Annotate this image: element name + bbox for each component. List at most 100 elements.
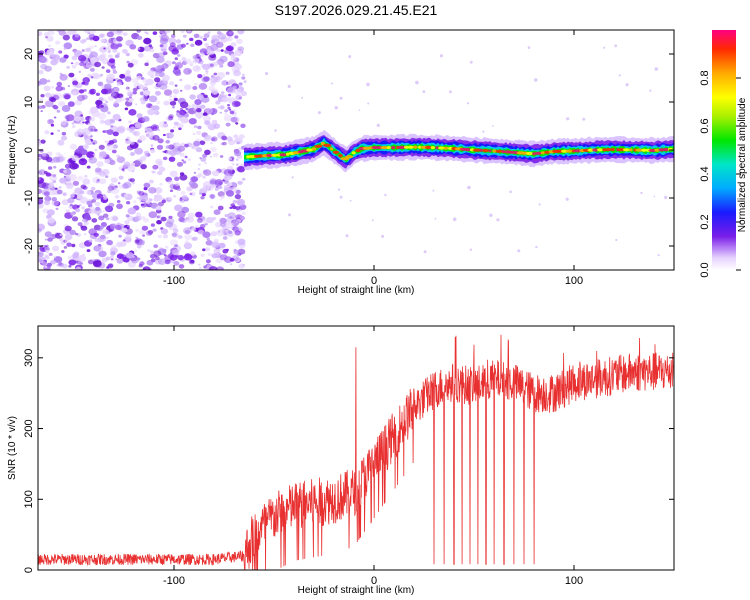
noise-blob [168, 215, 173, 220]
noise-dot [496, 218, 500, 222]
noise-blob [38, 157, 41, 161]
noise-blob [211, 40, 215, 43]
noise-blob [204, 135, 211, 140]
noise-blob [143, 182, 151, 188]
noise-dot [345, 234, 349, 238]
noise-blob [234, 230, 241, 236]
noise-blob [198, 116, 201, 119]
noise-blob [66, 119, 70, 122]
noise-blob [80, 39, 86, 44]
noise-blob [153, 250, 162, 257]
noise-blob [228, 31, 233, 35]
noise-blob [211, 170, 220, 177]
noise-blob [104, 159, 111, 164]
noise-blob [136, 196, 140, 199]
noise-blob [237, 30, 245, 35]
noise-blob [173, 95, 177, 98]
noise-blob [160, 67, 165, 72]
noise-blob [69, 143, 77, 150]
noise-blob [169, 254, 178, 261]
noise-blob [87, 73, 92, 78]
noise-blob [53, 256, 63, 263]
noise-blob [202, 248, 206, 252]
noise-blob [38, 188, 42, 194]
noise-blob [200, 253, 205, 257]
noise-blob [160, 34, 169, 42]
noise-blob [103, 196, 108, 200]
noise-blob [171, 232, 177, 237]
noise-blob [112, 70, 118, 74]
y-tick-label: 300 [23, 349, 35, 367]
noise-blob [88, 62, 92, 66]
noise-blob [174, 70, 182, 76]
noise-blob [75, 232, 79, 236]
noise-blob [98, 151, 105, 157]
noise-blob [87, 122, 92, 126]
noise-blob [154, 187, 163, 194]
noise-blob [136, 30, 141, 33]
noise-blob [204, 120, 211, 125]
noise-blob [89, 90, 96, 95]
noise-blob [162, 51, 168, 56]
noise-blob [229, 173, 234, 177]
noise-blob [193, 125, 198, 129]
noise-blob [86, 249, 91, 253]
noise-blob [234, 35, 239, 39]
noise-blob [88, 156, 98, 164]
noise-blob [180, 116, 189, 124]
noise-blob [204, 42, 210, 47]
noise-blob [46, 209, 55, 216]
noise-dot [301, 96, 304, 99]
noise-blob [221, 195, 225, 199]
noise-blob [213, 238, 219, 243]
noise-blob [178, 60, 182, 63]
noise-blob [197, 173, 203, 178]
noise-blob [223, 36, 231, 42]
noise-blob [198, 52, 205, 58]
signal-hotspot [322, 143, 332, 147]
signal-hotspot [332, 150, 340, 154]
snr-xlabel: Height of straight line (km) [298, 585, 415, 596]
noise-blob [198, 163, 201, 166]
noise-blob [125, 52, 130, 57]
noise-blob [65, 209, 70, 213]
noise-blob [104, 140, 109, 144]
noise-blob [181, 159, 184, 162]
noise-blob [93, 245, 101, 252]
noise-blob [38, 181, 47, 189]
noise-blob [88, 209, 95, 215]
noise-blob [94, 45, 97, 48]
noise-blob [197, 167, 201, 171]
y-tick-label: 0 [23, 147, 35, 153]
noise-blob [180, 30, 185, 33]
noise-blob [205, 240, 213, 246]
noise-dot [452, 217, 457, 222]
noise-blob [200, 157, 207, 162]
noise-blob [150, 105, 156, 110]
noise-blob [220, 91, 225, 95]
noise-blob [68, 265, 72, 268]
noise-blob [129, 126, 136, 131]
noise-blob [94, 61, 101, 68]
noise-blob [177, 210, 186, 218]
noise-blob [210, 44, 219, 51]
noise-blob [242, 73, 245, 76]
noise-blob [103, 47, 106, 50]
noise-blob [177, 145, 186, 152]
noise-blob [169, 239, 178, 246]
noise-blob [203, 94, 208, 99]
noise-dot [509, 190, 512, 194]
noise-blob [208, 54, 217, 61]
noise-blob [89, 37, 94, 41]
noise-blob [90, 57, 98, 64]
noise-blob [98, 215, 105, 221]
noise-blob [77, 222, 83, 227]
noise-blob [213, 209, 221, 215]
noise-blob [51, 200, 60, 206]
noise-blob [70, 194, 75, 198]
noise-blob [169, 42, 176, 48]
noise-blob [227, 87, 236, 94]
y-tick-label: -10 [23, 190, 35, 206]
noise-blob [40, 139, 46, 144]
noise-blob [127, 62, 134, 68]
